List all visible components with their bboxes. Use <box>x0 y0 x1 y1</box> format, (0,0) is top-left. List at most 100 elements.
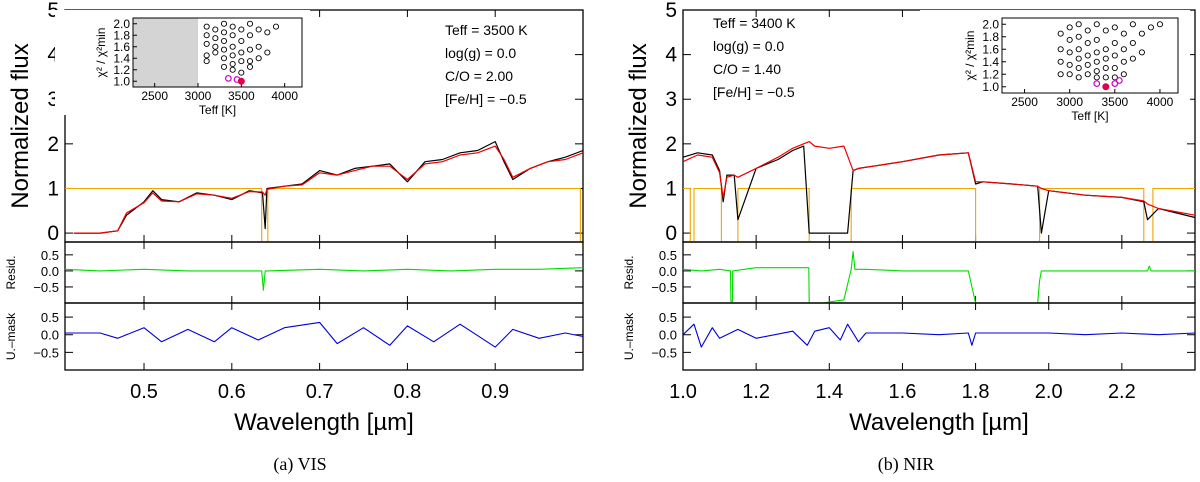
nir-inset-point <box>1093 74 1100 81</box>
nir-umask-ytick-label: 0.5 <box>659 310 677 325</box>
vis-inset-point <box>212 35 219 42</box>
nir-inset-point <box>1075 46 1082 53</box>
vis-inset-point <box>246 46 254 53</box>
nir-umask-label: U.–mask <box>622 312 636 360</box>
nir-inset-point <box>1093 58 1100 65</box>
vis-annotation: C/O = 2.00 <box>445 68 513 84</box>
vis-xlabel: Wavelength [µm] <box>234 409 414 436</box>
nir-inset-point <box>1057 46 1064 53</box>
nir-inset-point <box>1102 64 1109 72</box>
nir-inset-point <box>1084 71 1091 78</box>
vis-inset-point <box>264 29 271 36</box>
nir-inset-point <box>1102 55 1109 62</box>
nir-inset-xtick-label: 3000 <box>1056 95 1083 109</box>
nir-inset-point <box>1147 24 1154 31</box>
vis-resid-ytick-label: −0.5 <box>33 280 59 295</box>
nir-inset-point <box>1111 64 1118 72</box>
vis-inset-point <box>255 55 262 62</box>
nir-inset-point <box>1066 71 1073 78</box>
nir-inset-point <box>1156 21 1163 28</box>
nir-xtick-label: 1.8 <box>962 381 990 403</box>
nir-inset-ytick-label: 1.8 <box>982 30 999 44</box>
vis-inset-xtick-label: 3000 <box>185 89 212 103</box>
nir-main-ytick-label: 2 <box>665 133 677 156</box>
vis-inset-point <box>238 58 245 65</box>
nir-xtick-label: 1.0 <box>669 381 697 403</box>
nir-inset-point <box>1066 36 1073 43</box>
vis-resid-ytick-label: 0.5 <box>41 248 59 263</box>
vis-inset-point <box>220 55 228 62</box>
vis-inset-point <box>255 26 262 33</box>
nir-inset-point <box>1102 27 1109 34</box>
nir-inset-point <box>1093 36 1100 43</box>
vis-inset-point <box>272 23 280 30</box>
vis-inset-xtick-label: 2500 <box>141 89 168 103</box>
nir-inset-point <box>1111 74 1118 81</box>
nir-inset-point <box>1111 24 1118 31</box>
vis-inset-point <box>229 60 236 68</box>
vis-inset-point <box>246 58 254 65</box>
nir-main-ytick-label: 0 <box>665 222 677 245</box>
vis-inset-point <box>246 63 254 70</box>
vis-residual-line <box>64 267 584 291</box>
nir-inset-point <box>1075 21 1082 28</box>
nir-inset-xtick-label: 3500 <box>1101 95 1128 109</box>
vis-ylabel: Normalized flux <box>7 43 34 208</box>
nir-inset-ytick-label: 1.2 <box>982 67 999 81</box>
vis-xtick-label: 0.5 <box>130 381 158 403</box>
vis-inset-ytick-label: 1.2 <box>113 63 130 77</box>
nir-inset-xlabel: Teff [K] <box>1071 109 1108 123</box>
vis-observed-spectrum <box>73 141 584 234</box>
nir-inset-point <box>1057 58 1064 65</box>
vis-inset-point <box>212 49 219 56</box>
vis-resid-ytick-label: 0.0 <box>41 264 59 279</box>
vis-inset-point <box>203 52 210 59</box>
nir-umask-ytick-label: 0.0 <box>659 328 677 343</box>
nir-caption: (b) NIR <box>878 454 935 475</box>
nir-inset-point <box>1057 30 1064 37</box>
vis-inset-point <box>255 43 262 50</box>
nir-inset-frame <box>1001 17 1179 94</box>
vis-annotation: Teff = 3500 K <box>445 22 528 38</box>
vis-inset-point <box>229 43 236 50</box>
vis-inset-point <box>220 46 228 53</box>
vis-xtick-label: 0.6 <box>218 381 246 403</box>
nir-inset-point <box>1093 21 1100 28</box>
nir-inset-point <box>1084 27 1091 34</box>
vis-inset-point <box>238 26 245 33</box>
vis-inset-point <box>229 52 236 59</box>
vis-umask-ytick-label: 0.0 <box>41 328 59 343</box>
vis-inset-point <box>220 63 228 70</box>
nir-inset-point <box>1075 55 1082 62</box>
nir-inset-point <box>1129 55 1136 62</box>
nir-inset-near-best-point <box>1093 80 1101 88</box>
vis-inset-ytick-label: 1.0 <box>113 74 130 88</box>
nir-mask-line <box>683 187 1195 243</box>
nir-inset-ytick-label: 2.0 <box>982 17 999 31</box>
nir-main-ytick-label: 5 <box>665 0 677 22</box>
vis-main-ytick-label: 5 <box>47 0 59 22</box>
vis-inset-point <box>229 66 236 73</box>
nir-inset-point <box>1084 52 1091 59</box>
vis-inset-ytick-label: 2.0 <box>113 17 130 31</box>
vis-main-ytick-label: 2 <box>47 133 59 156</box>
nir-inset-point <box>1120 46 1127 53</box>
nir-inset-xtick-label: 2500 <box>1011 95 1038 109</box>
nir-inset-point <box>1075 33 1082 40</box>
nir-inset-point <box>1120 30 1127 37</box>
vis-inset-point <box>203 32 210 39</box>
vis-inset-point <box>246 32 254 39</box>
nir-inset-point <box>1129 39 1136 47</box>
nir-panel: 0 1 2 3 4 5 Normalized flux Teff = 3400 K log(g)… <box>622 0 1196 436</box>
nir-inset-point <box>1102 46 1109 53</box>
vis-main-ytick-label: 1 <box>47 177 59 200</box>
nir-inset-xtick-label: 4000 <box>1147 95 1174 109</box>
vis-inset-point <box>238 49 245 56</box>
nir-umask-ytick-label: −0.5 <box>651 345 677 360</box>
vis-inset-point <box>203 58 210 65</box>
nir-resid-label: Resid. <box>622 255 636 289</box>
nir-annotation: C/O = 1.40 <box>713 61 781 77</box>
vis-main-ytick-label: 0 <box>47 222 59 245</box>
